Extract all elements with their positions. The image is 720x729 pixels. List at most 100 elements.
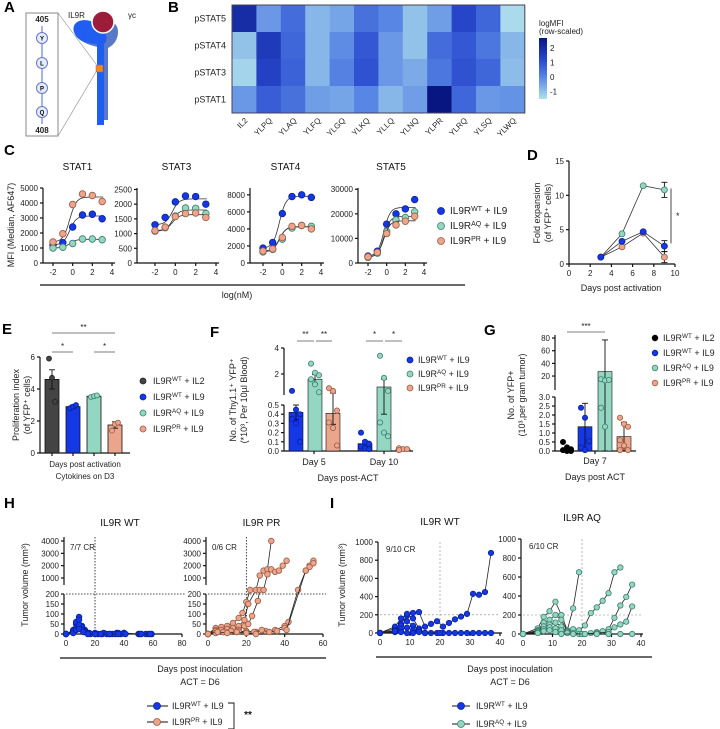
data-point [581,622,589,629]
heatmap-cell [402,5,428,33]
heatmap-cell [451,59,477,87]
legend-marker [139,377,147,385]
residue-label: Q [40,111,45,117]
y-tick-label: 2.5 [539,402,551,411]
legend-base: IL9R [172,701,192,711]
y-tick-label: 150 [188,600,202,609]
data-point [639,182,647,190]
data-point [259,247,267,255]
x-tick-label: 0 [280,268,285,277]
data-point [329,387,336,394]
y-tick-label: 60 [541,347,550,356]
heatmap-cell [451,32,477,60]
legend-label: IL9RAQ + IL9 [476,719,527,729]
x-axis-label: Days post inoculation [467,664,553,674]
heatmap-cell [354,59,379,87]
data-point [292,420,299,427]
subplot-stat5: STAT5 0 10000 20000 30000 -2 0 2 4 [331,162,427,277]
legend-suffix: + IL9 [181,424,204,434]
fit-curve [261,226,313,253]
subplot-title: IL9R PR [243,518,281,529]
x-axis-label: Days post inoculation [157,664,243,674]
heatmap-col-label: YLSQ [472,116,493,137]
x-tick-label: 60 [319,639,328,648]
data-point [191,192,200,201]
legend-label: IL9RWT + IL9 [418,355,470,365]
data-point [606,376,613,383]
legend-marker [139,425,147,433]
y-tick-label: 200 [188,590,202,599]
y-tick-label: 4000 [227,225,245,234]
x-tick-label: 80 [178,639,187,648]
data-point [59,230,67,238]
legend-label: IL9RAQ + IL9 [663,363,714,373]
heatmap-cell [256,32,282,60]
il9r-label: IL9R [68,11,85,20]
data-point [171,212,180,221]
x-tick-label: 8 [652,269,657,278]
data-point [401,217,410,225]
x-tick-label: 10 [406,638,415,647]
y-axis-label: MFI (Median, AF647) [6,183,16,268]
subplot-0: IL9R WT 0 200 400 600 800 1000 0 10 20 30 40 9/10 CR [355,517,505,647]
y-tick-label: 1000 [114,230,132,239]
x-tick-label: 0 [521,639,526,648]
x-tick-label: -2 [259,268,267,277]
data-point [84,630,91,638]
y-tick-label: 2000 [183,562,201,571]
legend-sup: WT [437,355,447,362]
legend-marker [437,222,445,230]
legend-suffix: + IL2 [692,333,715,343]
data-point [373,248,382,257]
y-tick-label: 4 [275,344,280,353]
legend-sup: PR [437,383,446,390]
significance-label: * [373,330,376,339]
heatmap-cell [378,59,404,87]
x-tick-label: 2 [403,268,408,277]
x-tick-label: 4 [110,268,115,277]
data-point [181,209,190,218]
legend-suffix: + IL9 [182,392,205,402]
y-tick-label: 100 [188,610,202,619]
heatmap-cell [280,32,306,60]
significance-label: ** [321,330,327,339]
data-point [278,233,287,242]
data-point [481,629,489,637]
data-point [376,419,383,426]
data-point [436,629,444,637]
gamma-c-chain [74,21,119,120]
legend-base: IL9R [476,701,496,711]
y-tick-label: 600 [360,574,374,583]
data-point [254,597,262,605]
fit-curve [153,214,207,232]
y-tick-label: 2000 [114,200,132,209]
legend-sup: WT [682,348,692,355]
legend-base: IL9R [418,369,438,379]
y-axis-label-line: Tumor volume (mm³) [337,543,347,627]
complete-response-label: 6/10 CR [529,542,559,551]
data-point [248,612,256,620]
subplot-title: STAT4 [271,162,301,173]
legend-sup: WT [172,376,182,383]
heatmap-cell [232,86,257,114]
data-point [433,618,441,625]
data-point [427,620,435,628]
data-point [558,630,565,638]
y-tick-label: 0 [197,630,202,639]
heatmap-legend-title: logMFI [539,19,563,28]
x-tick-label: 4 [214,268,219,277]
heatmap-cell [305,32,330,60]
heatmap-cell [280,5,306,33]
legend-base: IL9R [153,392,173,402]
legend-sup: WT [682,333,692,340]
y-tick-label: 150 [46,600,60,609]
legend-label: IL9RPR + IL9 [172,717,223,727]
residue-circle [36,106,48,118]
legend-base: IL9R [450,221,471,232]
x-tick-label: 30 [607,639,616,648]
heatmap-cell [500,86,526,114]
data-point [98,215,106,223]
heatmap-cell [476,86,501,114]
data-point [288,415,295,422]
heatmap-cell [354,86,379,114]
